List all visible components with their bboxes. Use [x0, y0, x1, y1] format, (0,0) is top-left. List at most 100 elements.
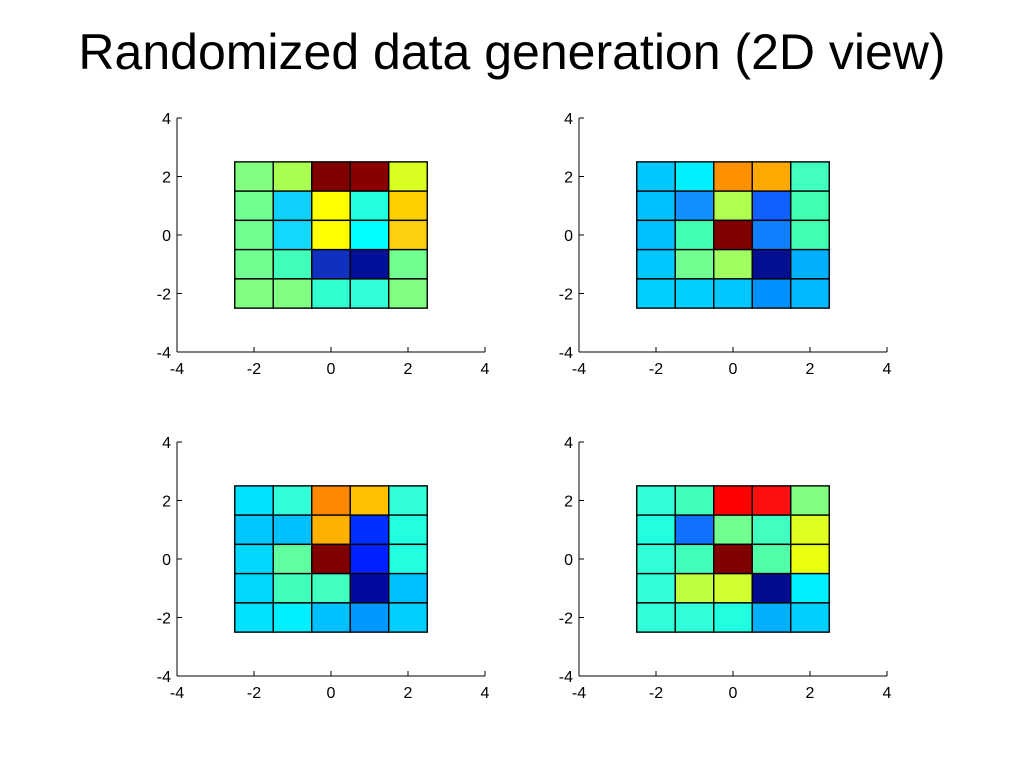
heatmap-cell: [751, 543, 792, 575]
y-tick-label: 2: [564, 494, 573, 511]
heatmap-cell: [349, 278, 390, 309]
heatmap-cell: [388, 572, 428, 604]
heatmap-cell: [388, 248, 428, 280]
heatmap-cell: [234, 514, 274, 546]
heatmap-cell: [674, 161, 715, 192]
heatmap-cell: [790, 278, 830, 309]
x-tick-label: -4: [170, 361, 184, 378]
heatmap-cell: [713, 190, 753, 222]
y-tick-label: 4: [162, 435, 171, 452]
heatmap-cell: [234, 190, 274, 222]
heatmap-cell: [713, 219, 753, 251]
heatmap-cell: [674, 485, 715, 516]
heatmap-cell: [272, 485, 313, 516]
heatmap-cell: [272, 572, 313, 604]
heatmap-cell: [388, 161, 428, 192]
x-tick-label: -2: [649, 685, 663, 702]
heatmap-cell: [272, 278, 313, 309]
heatmap-cell: [388, 190, 428, 222]
heatmap-cell: [388, 278, 428, 309]
heatmap-cell: [272, 190, 313, 222]
heatmap-cell: [311, 543, 351, 575]
y-tick-label: 2: [564, 170, 573, 187]
x-tick-label: 4: [883, 361, 892, 378]
heatmap-cell: [272, 602, 313, 633]
x-tick-label: 0: [729, 685, 738, 702]
chart-panel-2: -4 -2 0 2 4 -4 -2 0 2 4: [559, 111, 892, 378]
heatmap-cell: [349, 543, 390, 575]
heatmap-cell: [272, 514, 313, 546]
heatmap-cell: [790, 602, 830, 633]
heatmap-cell: [311, 278, 351, 309]
heatmap-cell: [674, 572, 715, 604]
heatmap-cell: [636, 248, 676, 280]
chart-panel-3: -4 -2 0 2 4 -4 -2 0 2 4: [157, 435, 490, 702]
y-tick-label: -4: [157, 345, 171, 362]
heatmap-cell: [349, 161, 390, 192]
heatmap-cell: [388, 543, 428, 575]
heatmap-cell: [636, 602, 676, 633]
heatmap-cell: [674, 514, 715, 546]
heatmap-cell: [311, 190, 351, 222]
x-tick-label: 2: [404, 361, 413, 378]
y-tick-label: -2: [157, 611, 171, 628]
heatmap-cell: [790, 572, 830, 604]
chart-panel-4: -4 -2 0 2 4 -4 -2 0 2 4: [559, 435, 892, 702]
heatmap-cell: [272, 543, 313, 575]
heatmap-cell: [349, 602, 390, 633]
heatmap-cell: [751, 248, 792, 280]
y-tick-label: 2: [162, 494, 171, 511]
heatmap-cell: [234, 602, 274, 633]
heatmap-cell: [349, 219, 390, 251]
heatmap-cell: [751, 278, 792, 309]
heatmap-cell: [674, 219, 715, 251]
y-tick-label: 4: [564, 111, 573, 128]
y-tick-label: -2: [559, 287, 573, 304]
y-tick-label: 0: [162, 552, 171, 569]
x-tick-label: 0: [327, 685, 336, 702]
heatmap-cell: [388, 485, 428, 516]
y-tick-label: -2: [157, 287, 171, 304]
heatmap-cell: [751, 161, 792, 192]
heatmap-cell: [311, 161, 351, 192]
heatmap-cell: [349, 248, 390, 280]
heatmap-cell: [349, 190, 390, 222]
x-tick-label: 4: [883, 685, 892, 702]
heatmap-cell: [636, 543, 676, 575]
heatmap-cell: [713, 543, 753, 575]
x-tick-label: 2: [404, 685, 413, 702]
chart-panel-1: -4 -2 0 2 4 -4 -2 0 2 4: [157, 111, 490, 378]
x-tick-label: -2: [649, 361, 663, 378]
heatmap-cell: [349, 514, 390, 546]
heatmap-cell: [636, 161, 676, 192]
heatmap-cell: [272, 248, 313, 280]
x-tick-label: -2: [247, 361, 261, 378]
y-tick-label: 2: [162, 170, 171, 187]
y-tick-label: 0: [564, 228, 573, 245]
heatmap-cell: [674, 602, 715, 633]
x-tick-label: -2: [247, 685, 261, 702]
y-tick-label: -4: [559, 669, 573, 686]
y-tick-label: -4: [157, 669, 171, 686]
heatmap-cell: [311, 248, 351, 280]
heatmap-cell: [790, 161, 830, 192]
heatmap-cell: [713, 602, 753, 633]
heatmap-cell: [713, 278, 753, 309]
heatmap-cell: [636, 219, 676, 251]
heatmap-cell: [234, 219, 274, 251]
heatmap-cell: [272, 219, 313, 251]
y-tick-label: 0: [162, 228, 171, 245]
heatmap-cell: [388, 219, 428, 251]
heatmap-cell: [674, 190, 715, 222]
heatmap-cell: [713, 572, 753, 604]
heatmap-cell: [311, 602, 351, 633]
y-tick-label: -2: [559, 611, 573, 628]
x-tick-label: 0: [327, 361, 336, 378]
x-tick-label: 4: [481, 685, 490, 702]
heatmap-cell: [674, 248, 715, 280]
heatmap-cell: [713, 248, 753, 280]
heatmap-cell: [790, 543, 830, 575]
heatmap-cell: [790, 485, 830, 516]
heatmap-cell: [234, 572, 274, 604]
